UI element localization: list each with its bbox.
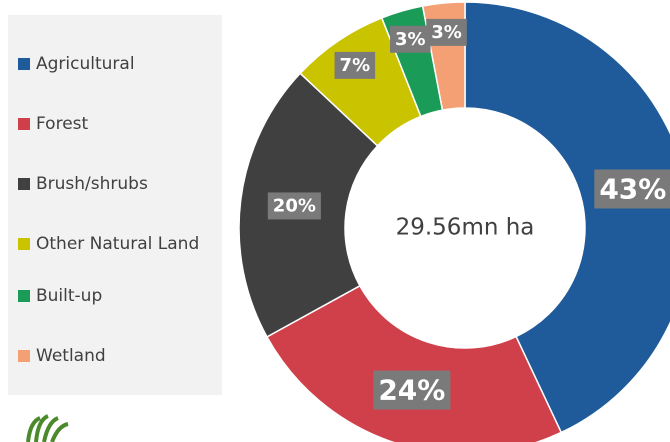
data-label: 24% (378, 374, 445, 407)
legend-item: Agricultural (18, 53, 206, 75)
legend-label: Other Natural Land (36, 234, 200, 254)
logo (26, 414, 69, 442)
legend-swatch (18, 350, 30, 362)
data-label: 7% (340, 55, 371, 76)
data-label: 43% (599, 172, 666, 205)
legend-item: Wetland (18, 345, 206, 367)
legend-label: Agricultural (36, 54, 135, 74)
legend-label: Built-up (36, 286, 103, 306)
legend-item: Forest (18, 113, 206, 135)
data-label-box (390, 25, 431, 53)
legend-label: Brush/shrubs (36, 174, 148, 194)
donut-segment (464, 1, 670, 434)
data-label: 3% (431, 22, 462, 43)
legend-item: Brush/shrubs (18, 173, 206, 195)
legend-label: Forest (36, 114, 89, 134)
data-label: 20% (273, 195, 316, 216)
legend-swatch (18, 178, 30, 190)
legend-swatch (18, 58, 30, 70)
data-label: 3% (395, 29, 426, 50)
legend-swatch (18, 238, 30, 250)
legend-item: Other Natural Land (18, 233, 206, 255)
data-label-box (426, 18, 467, 46)
donut-segment (265, 284, 563, 442)
data-label-box (373, 370, 451, 410)
legend: Agricultural Forest Brush/shrubs Other Natu… (8, 15, 222, 395)
data-label-box (267, 192, 321, 220)
legend-label: Wetland (36, 346, 106, 366)
legend-swatch (18, 118, 30, 130)
data-label-box (594, 169, 670, 209)
legend-item: Built-up (18, 285, 206, 307)
data-label-box (334, 51, 376, 79)
legend-swatch (18, 290, 30, 302)
center-label: 29.56mn ha (396, 215, 535, 241)
